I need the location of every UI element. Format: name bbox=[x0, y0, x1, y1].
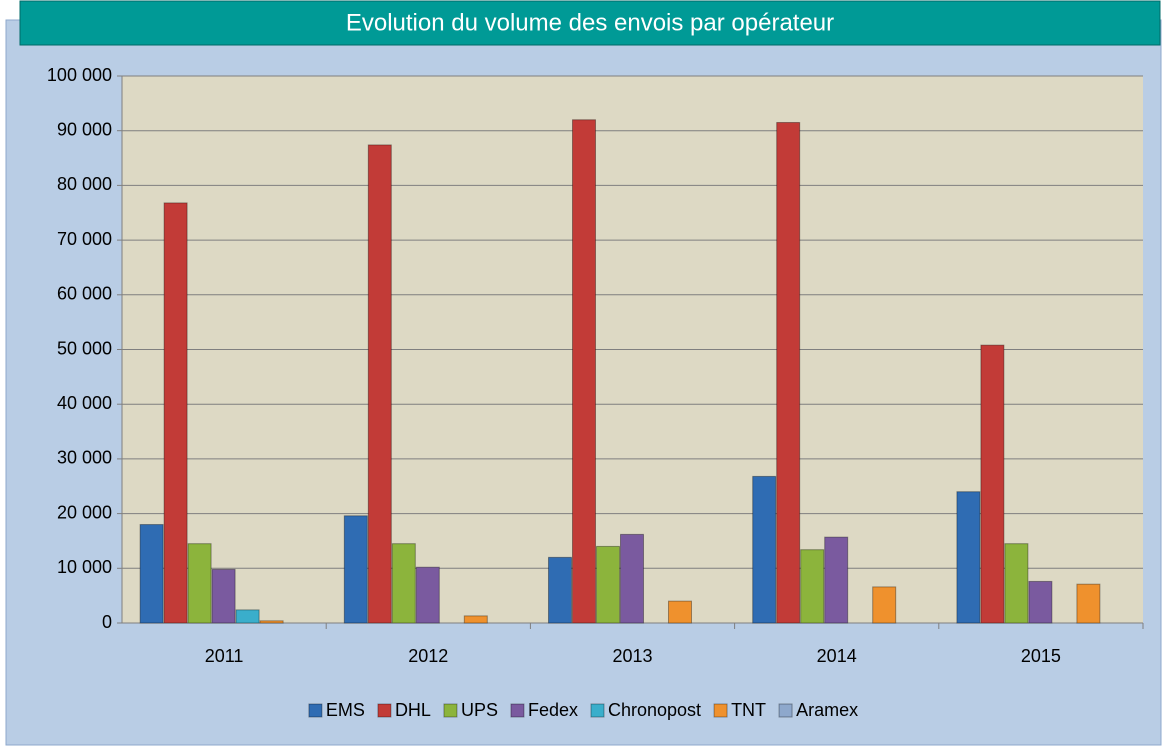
bar bbox=[824, 536, 849, 624]
legend-label: TNT bbox=[731, 700, 766, 720]
bar bbox=[548, 556, 572, 624]
y-tick-label: 60 000 bbox=[57, 284, 112, 304]
x-tick-label: 2014 bbox=[817, 646, 857, 666]
legend-swatch bbox=[713, 703, 728, 718]
legend-swatch bbox=[443, 703, 458, 718]
bar bbox=[872, 586, 897, 624]
bar bbox=[596, 545, 620, 624]
y-tick-label: 100 000 bbox=[47, 65, 112, 85]
bar bbox=[391, 543, 416, 624]
title-bar bbox=[19, 0, 1161, 46]
x-tick-label: 2013 bbox=[612, 646, 652, 666]
legend-label: Fedex bbox=[528, 700, 578, 720]
bar bbox=[620, 533, 644, 624]
y-tick-label: 70 000 bbox=[57, 229, 112, 249]
bar bbox=[211, 568, 236, 624]
legend-swatch bbox=[510, 703, 525, 718]
bar bbox=[1076, 583, 1101, 624]
bar bbox=[800, 549, 825, 624]
legend-swatch bbox=[308, 703, 323, 718]
x-tick-label: 2011 bbox=[205, 646, 244, 666]
bar bbox=[1028, 580, 1053, 624]
bar bbox=[163, 202, 188, 624]
bar bbox=[415, 566, 440, 624]
bar bbox=[463, 615, 488, 624]
bar bbox=[235, 609, 260, 624]
y-tick-label: 30 000 bbox=[57, 448, 112, 468]
y-tick-label: 80 000 bbox=[57, 174, 112, 194]
legend-swatch bbox=[590, 703, 605, 718]
y-tick-label: 90 000 bbox=[57, 119, 112, 139]
bar bbox=[367, 144, 392, 624]
bar bbox=[139, 524, 164, 624]
y-tick-label: 20 000 bbox=[57, 502, 112, 522]
legend-swatch bbox=[377, 703, 392, 718]
legend-label: UPS bbox=[461, 700, 498, 720]
bar bbox=[343, 515, 368, 624]
y-tick-label: 50 000 bbox=[57, 338, 112, 358]
x-tick-label: 2012 bbox=[408, 646, 448, 666]
bar bbox=[980, 344, 1005, 624]
y-tick-label: 40 000 bbox=[57, 393, 112, 413]
legend-swatch bbox=[778, 703, 793, 718]
x-tick-label: 2015 bbox=[1021, 646, 1061, 666]
legend-label: EMS bbox=[326, 700, 365, 720]
bar bbox=[259, 620, 284, 624]
chart-title: Evolution du volume des envois par opéra… bbox=[346, 9, 834, 36]
bar bbox=[572, 119, 596, 624]
bar bbox=[187, 543, 212, 624]
bar bbox=[1004, 543, 1029, 624]
y-tick-label: 10 000 bbox=[57, 557, 112, 577]
bar bbox=[752, 475, 777, 624]
legend-label: Aramex bbox=[796, 700, 858, 720]
legend-label: Chronopost bbox=[608, 700, 701, 720]
bar bbox=[956, 491, 981, 624]
legend-label: DHL bbox=[395, 700, 431, 720]
bar bbox=[776, 121, 801, 624]
bar bbox=[668, 600, 692, 624]
y-tick-label: 0 bbox=[102, 612, 112, 632]
